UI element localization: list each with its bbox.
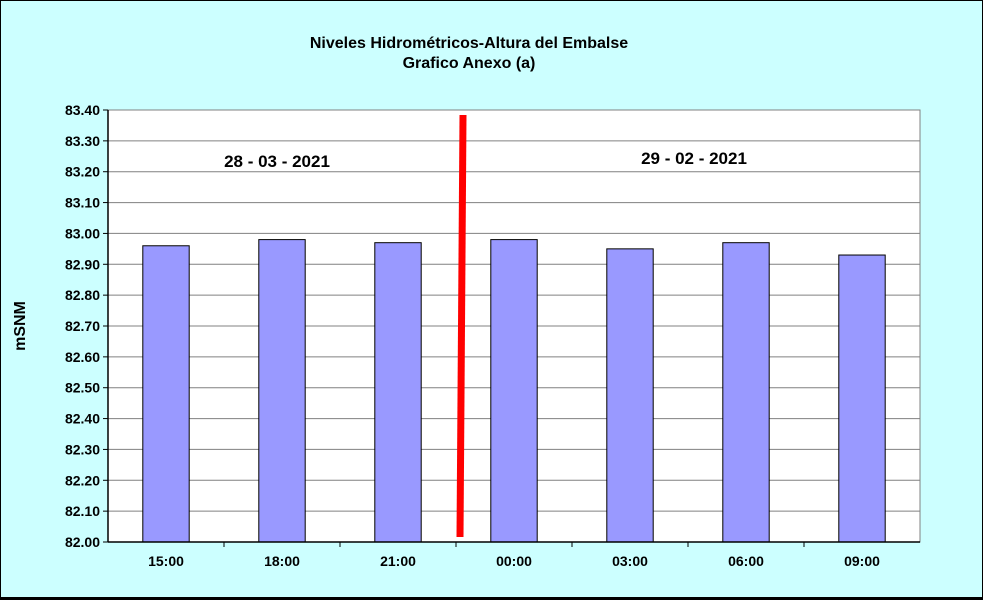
y-axis-ticks: 82.00 82.10 82.20 82.30 82.40 82.50 82.60 82.70… <box>65 102 108 550</box>
bar-1800 <box>258 239 306 543</box>
y-tick-label: 82.00 <box>65 534 100 550</box>
y-tick-label: 82.30 <box>65 441 100 457</box>
x-tick-label: 21:00 <box>380 553 416 569</box>
y-tick-label: 82.40 <box>65 411 100 427</box>
x-tick-label: 00:00 <box>496 553 532 569</box>
x-tick-label: 09:00 <box>844 553 880 569</box>
y-axis-label: mSNM <box>12 301 29 351</box>
y-tick-label: 82.50 <box>65 380 100 396</box>
y-tick-label: 82.80 <box>65 287 100 303</box>
y-tick-label: 83.30 <box>65 133 100 149</box>
chart-subtitle: Grafico Anexo (a) <box>403 55 536 72</box>
date-divider-line <box>456 114 467 538</box>
bar-0000 <box>490 239 538 543</box>
y-tick-label: 83.20 <box>65 164 100 180</box>
x-tick-label: 18:00 <box>264 553 300 569</box>
bar-0600 <box>722 242 770 543</box>
y-tick-label: 82.60 <box>65 349 100 365</box>
x-tick-label: 06:00 <box>728 553 764 569</box>
y-tick-label: 82.70 <box>65 318 100 334</box>
y-tick-label: 83.00 <box>65 225 100 241</box>
date-annotation-left: 28 - 03 - 2021 <box>224 152 330 171</box>
date-annotation-right: 29 - 02 - 2021 <box>641 149 747 168</box>
chart-title: Niveles Hidrométricos-Altura del Embalse <box>310 35 628 52</box>
y-tick-label: 83.40 <box>65 102 100 118</box>
x-tick-label: 03:00 <box>612 553 648 569</box>
x-tick-label: 15:00 <box>148 553 184 569</box>
y-tick-label: 82.90 <box>65 256 100 272</box>
bars <box>142 239 886 543</box>
bar-0300 <box>606 248 654 543</box>
y-tick-label: 82.20 <box>65 472 100 488</box>
y-tick-label: 83.10 <box>65 195 100 211</box>
x-axis-ticks: 15:00 18:00 21:00 00:00 03:00 06:00 09:00 <box>148 542 880 569</box>
bar-1500 <box>142 245 190 543</box>
y-tick-label: 82.10 <box>65 503 100 519</box>
bar-0900 <box>838 254 886 543</box>
bar-2100 <box>374 242 422 543</box>
